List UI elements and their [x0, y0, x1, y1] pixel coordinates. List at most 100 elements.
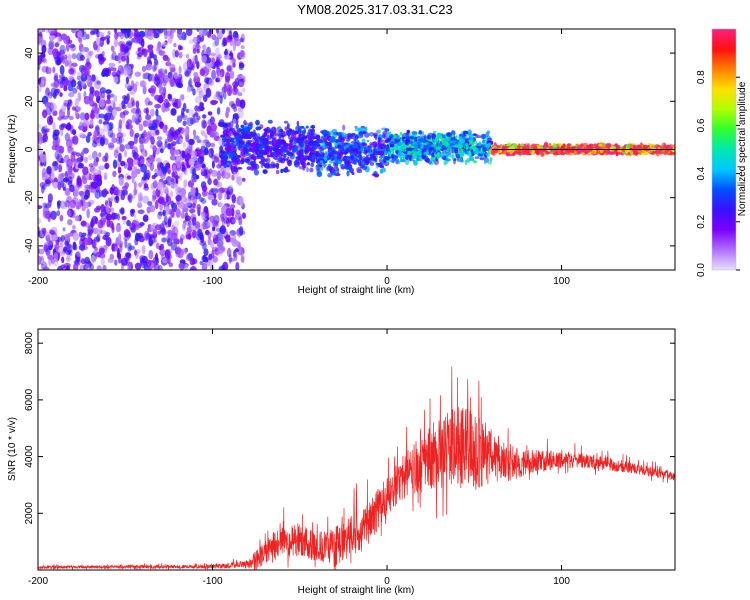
heatmap-cell — [59, 44, 66, 55]
heatmap-cell — [174, 240, 180, 245]
heatmap-cell — [150, 108, 155, 117]
heatmap-cell — [118, 152, 122, 163]
heatmap-cell — [460, 159, 464, 163]
heatmap-cell — [169, 63, 176, 73]
heatmap-cell — [128, 41, 133, 47]
heatmap-cell — [328, 160, 335, 164]
heatmap-cell — [138, 46, 145, 54]
heatmap-cell — [306, 162, 310, 166]
heatmap-cell — [237, 244, 242, 251]
heatmap-cell — [168, 262, 173, 268]
heatmap-cell — [369, 162, 374, 167]
heatmap-cell — [121, 100, 126, 110]
colorbar-label: Normalized spectral amplitude — [737, 81, 748, 216]
heatmap-cell — [247, 162, 252, 166]
heatmap-cell — [457, 141, 463, 147]
heatmap-cell — [479, 157, 485, 161]
heatmap-cell — [223, 172, 231, 180]
heatmap-cell — [171, 131, 178, 138]
heatmap-cell — [79, 54, 85, 61]
heatmap-cell — [109, 132, 116, 139]
heatmap-cell — [276, 126, 282, 132]
heatmap-cell — [204, 147, 209, 156]
heatmap-cell — [383, 134, 388, 140]
heatmap-cell — [112, 67, 117, 72]
heatmap-cell — [182, 222, 186, 231]
heatmap-cell — [139, 256, 145, 266]
heatmap-cell — [210, 52, 216, 57]
heatmap-cell — [81, 70, 87, 78]
heatmap-cell — [217, 235, 225, 243]
heatmap-cell — [100, 36, 107, 41]
heatmap-cell — [366, 154, 369, 158]
heatmap-cell — [351, 172, 355, 175]
heatmap-cell — [95, 174, 102, 182]
heatmap-cell — [437, 142, 443, 147]
heatmap-cell — [38, 148, 44, 157]
heatmap-cell — [366, 139, 370, 143]
heatmap-cell — [247, 123, 253, 130]
heatmap-cell — [194, 44, 201, 51]
heatmap-cell — [189, 266, 197, 270]
heatmap-cell — [390, 153, 395, 160]
spectrogram-xlabel: Height of straight line (km) — [298, 285, 415, 296]
heatmap-cell — [256, 133, 261, 138]
heatmap-cell — [38, 35, 43, 46]
heatmap-cell — [53, 88, 60, 96]
heatmap-cell — [401, 136, 406, 140]
heatmap-cell — [190, 207, 194, 215]
heatmap-cell — [46, 239, 54, 246]
heatmap-cell — [120, 160, 126, 167]
heatmap-cell — [248, 147, 253, 152]
heatmap-cell — [62, 186, 66, 191]
heatmap-cell — [104, 162, 110, 170]
heatmap-cell — [63, 35, 69, 44]
heatmap-cell — [38, 217, 42, 225]
heatmap-cell — [272, 163, 277, 169]
heatmap-cell — [40, 259, 45, 264]
heatmap-cell — [165, 130, 171, 137]
heatmap-cell — [376, 164, 379, 169]
heatmap-cell — [449, 154, 454, 158]
heatmap-cell — [378, 162, 381, 168]
heatmap-cell — [111, 137, 118, 143]
heatmap-cell — [172, 102, 178, 108]
heatmap-cell — [94, 112, 101, 119]
heatmap-cell — [80, 66, 87, 76]
heatmap-cell — [543, 144, 547, 150]
heatmap-cell — [283, 120, 289, 124]
heatmap-cell — [113, 149, 119, 159]
heatmap-cell — [298, 149, 303, 156]
heatmap-cell — [227, 144, 232, 149]
heatmap-cell — [181, 31, 187, 41]
heatmap-cell — [184, 215, 191, 222]
heatmap-cell — [78, 121, 84, 131]
heatmap-cell — [253, 160, 256, 164]
heatmap-cell — [422, 148, 427, 152]
heatmap-cell — [263, 128, 269, 132]
heatmap-cell — [347, 132, 352, 139]
y-tick-label: 40 — [24, 47, 35, 59]
heatmap-cell — [172, 49, 177, 59]
heatmap-cell — [240, 150, 246, 157]
heatmap-cell — [346, 138, 350, 142]
heatmap-cell — [188, 77, 193, 88]
heatmap-cell — [190, 118, 196, 125]
heatmap-cell — [460, 138, 466, 144]
heatmap-cell — [47, 255, 51, 260]
heatmap-cell — [237, 78, 245, 88]
heatmap-cell — [233, 131, 236, 136]
heatmap-cell — [485, 153, 491, 157]
heatmap-cell — [166, 58, 171, 66]
heatmap-cell — [64, 200, 70, 208]
heatmap-cell — [42, 227, 47, 235]
heatmap-cell — [105, 89, 112, 94]
heatmap-cell — [157, 170, 163, 177]
heatmap-cell — [232, 33, 239, 39]
heatmap-cell — [443, 160, 447, 166]
heatmap-cell — [57, 146, 65, 151]
heatmap-cell — [287, 160, 292, 167]
heatmap-cell — [145, 232, 150, 241]
heatmap-cell — [194, 165, 201, 171]
heatmap-cell — [104, 137, 109, 146]
